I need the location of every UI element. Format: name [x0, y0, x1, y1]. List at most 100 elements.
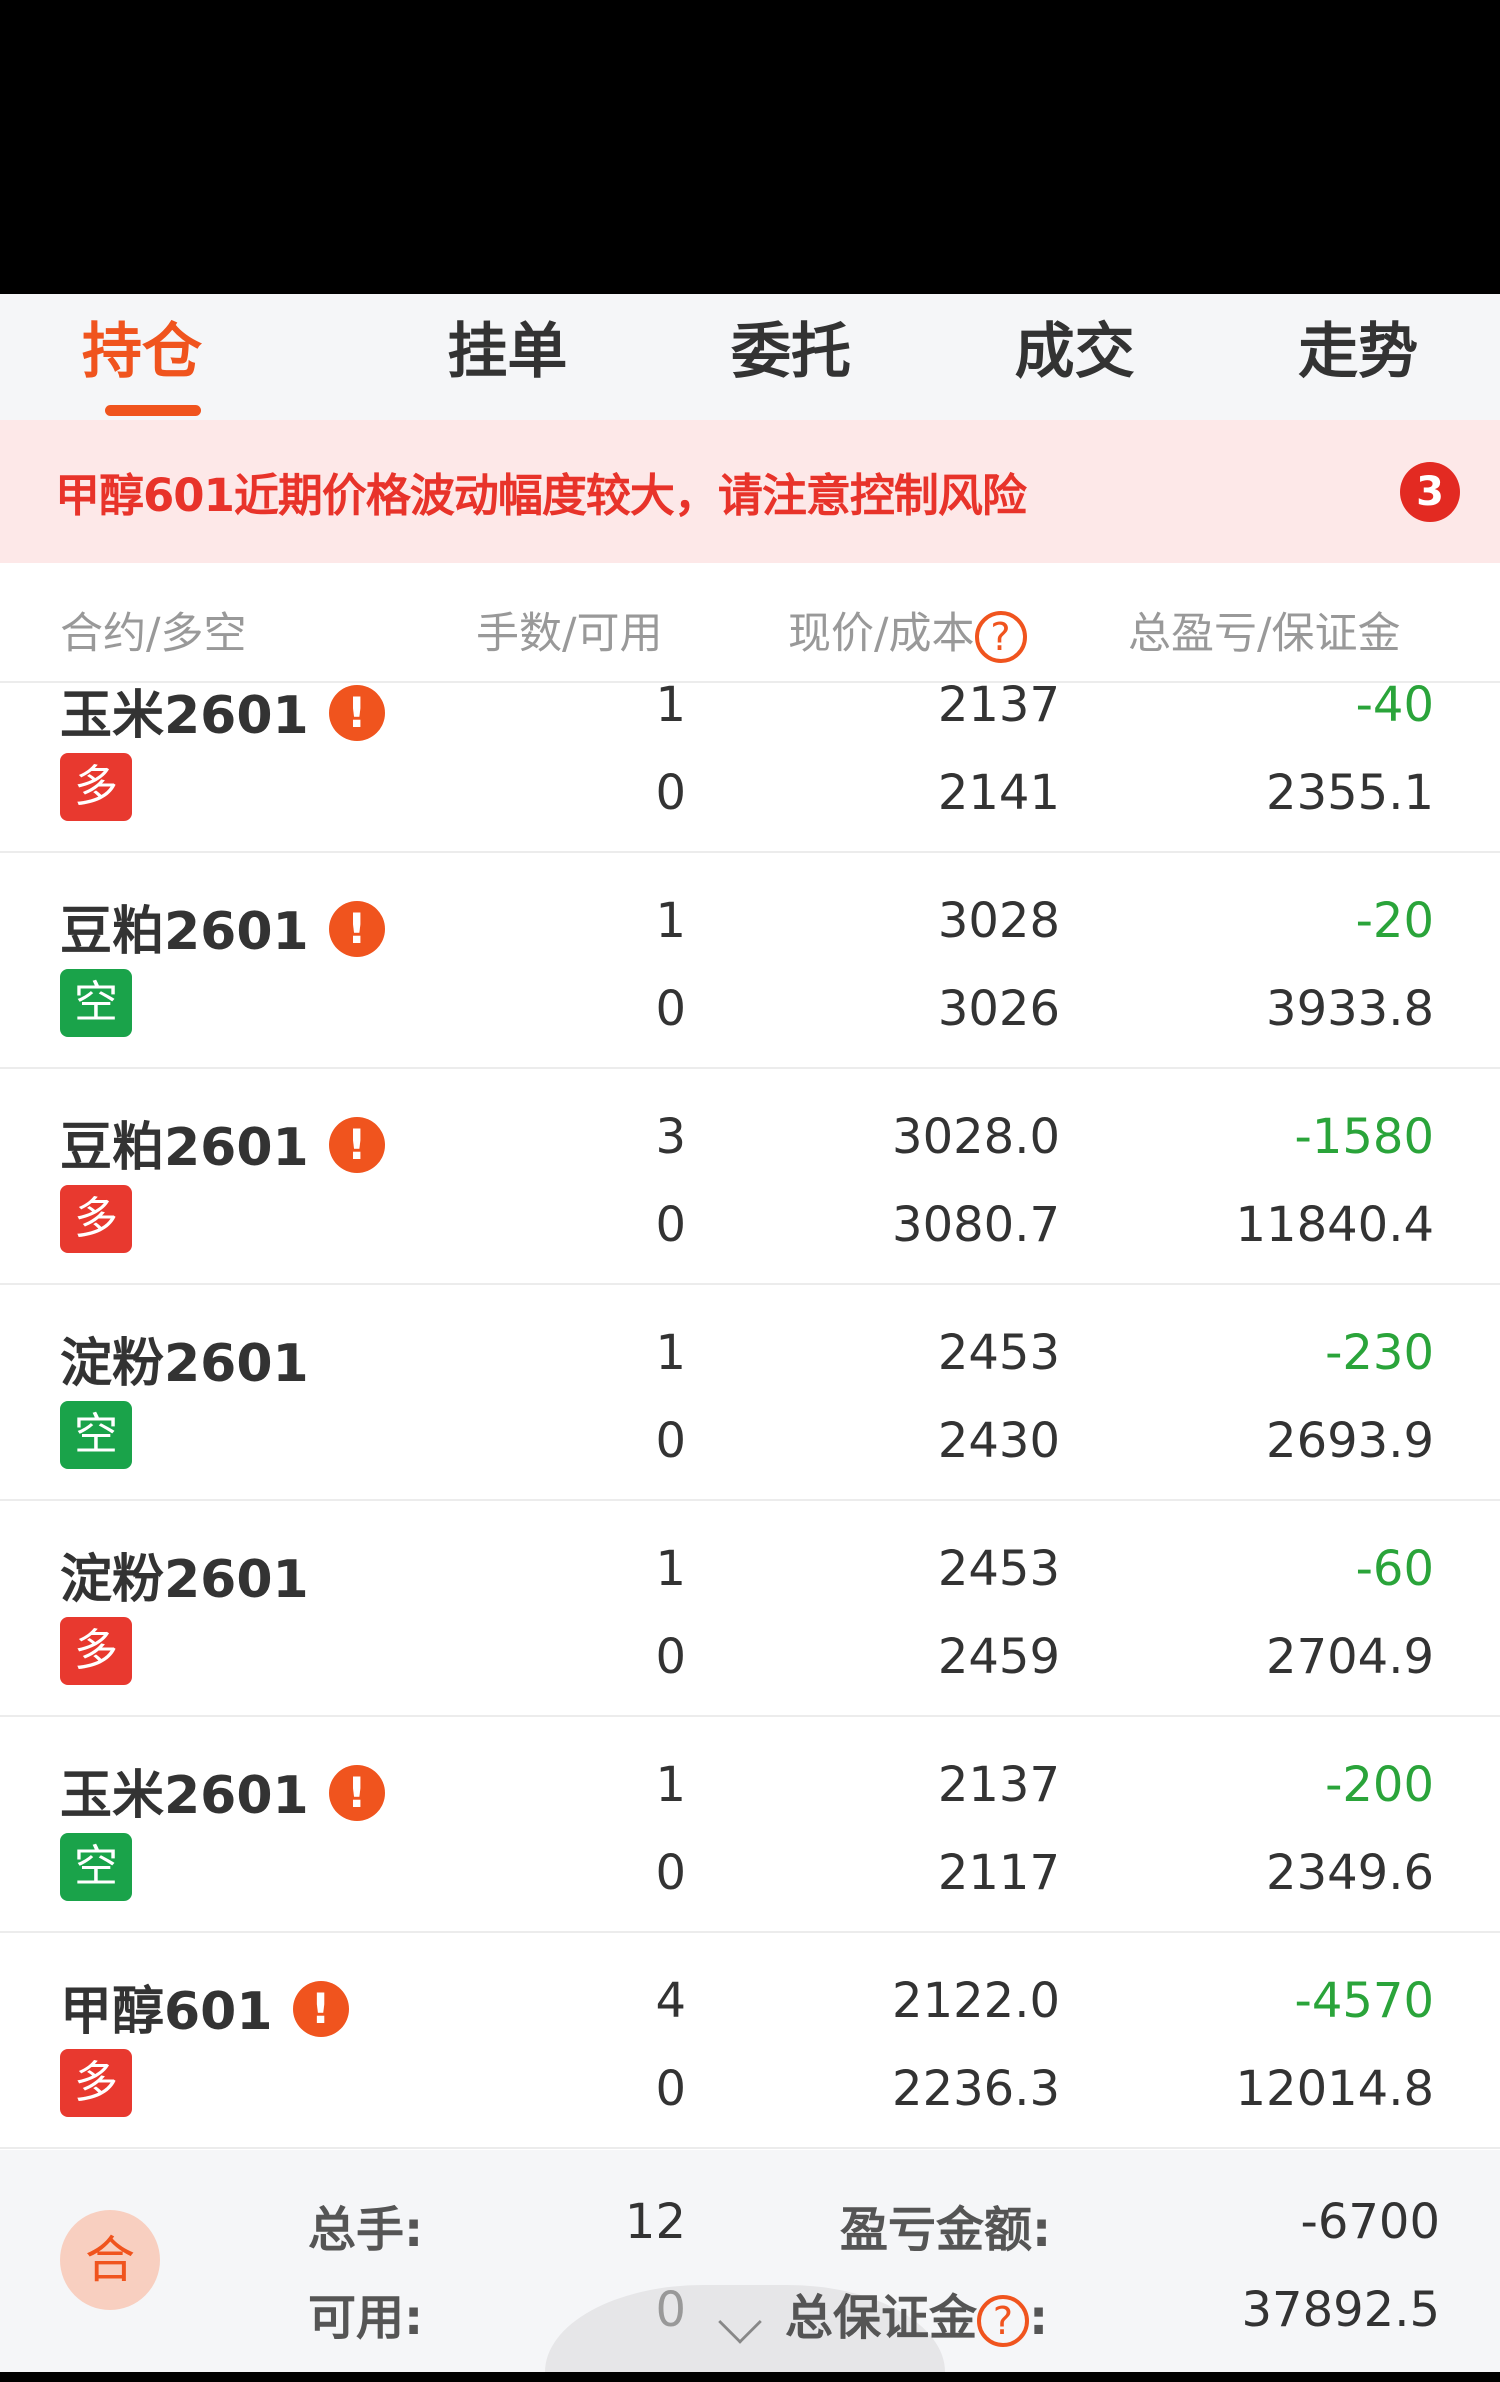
status-bar	[0, 0, 1500, 294]
direction-badge: 多	[60, 1617, 132, 1685]
available-lots: 0	[655, 1845, 686, 1901]
warning-icon[interactable]: !	[328, 685, 385, 741]
position-row[interactable]: 豆粕2601! 空 1 0 3028 3026 -20 3933.8	[0, 853, 1500, 1069]
pnl-label: 盈亏金额:	[840, 2202, 1052, 2258]
contract-name: 淀粉2601	[60, 1321, 309, 1396]
current-price: 2453	[937, 1541, 1060, 1597]
total-pnl: -60	[1355, 1541, 1434, 1597]
table-header: 合约/多空 手数/可用 现价/成本? 总盈亏/保证金	[0, 563, 1500, 683]
lots: 1	[655, 1325, 686, 1381]
tab-label: 成交	[1014, 317, 1135, 387]
contract-name: 甲醇601!	[60, 1969, 349, 2044]
position-row[interactable]: 玉米2601! 多 1 0 2137 2141 -40 2355.1	[0, 683, 1500, 853]
available-lots: 0	[655, 1197, 686, 1253]
help-icon[interactable]: ?	[974, 610, 1027, 663]
total-pnl: -40	[1355, 683, 1434, 733]
pnl-value: -6700	[1300, 2194, 1440, 2250]
tab-orders[interactable]: 委托	[649, 294, 933, 420]
position-row[interactable]: 淀粉2601 空 1 0 2453 2430 -230 2693.9	[0, 1285, 1500, 1501]
available-label: 可用:	[308, 2290, 424, 2346]
available-value: 0	[655, 2282, 686, 2338]
contract-name-text: 淀粉2601	[60, 1334, 309, 1394]
contract-name: 淀粉2601	[60, 1537, 309, 1612]
margin: 12014.8	[1235, 2061, 1435, 2117]
current-price: 2122.0	[892, 1973, 1060, 2029]
direction-badge: 空	[60, 1401, 132, 1469]
summary-badge: 合	[60, 2210, 160, 2310]
header-pnl: 总盈亏/保证金	[1128, 609, 1401, 659]
direction-badge: 多	[60, 2049, 132, 2117]
warning-count-badge: 3	[1400, 462, 1460, 522]
position-row[interactable]: 淀粉2601 多 1 0 2453 2459 -60 2704.9	[0, 1501, 1500, 1717]
total-pnl: -4570	[1294, 1973, 1434, 2029]
position-row[interactable]: 豆粕2601! 多 3 0 3028.0 3080.7 -1580 11840.…	[0, 1069, 1500, 1285]
warning-icon[interactable]: !	[328, 901, 385, 957]
tab-bar: 持仓 挂单 委托 成交 走势	[0, 294, 1500, 420]
margin: 3933.8	[1266, 981, 1434, 1037]
lots: 1	[655, 893, 686, 949]
direction-badge: 多	[60, 753, 132, 821]
current-price: 3028.0	[892, 1109, 1060, 1165]
contract-name: 豆粕2601!	[60, 1105, 385, 1180]
tab-pending-orders[interactable]: 挂单	[366, 294, 650, 420]
warning-icon[interactable]: !	[328, 1765, 385, 1821]
tab-label: 走势	[1298, 317, 1419, 387]
tab-label: 委托	[730, 317, 851, 387]
contract-name-text: 豆粕2601	[60, 1118, 309, 1178]
cost-price: 2141	[937, 765, 1060, 821]
margin-colon: :	[1029, 2290, 1049, 2346]
total-lots-label: 总手:	[308, 2202, 424, 2258]
lots: 1	[655, 683, 686, 733]
position-row[interactable]: 甲醇601! 多 4 0 2122.0 2236.3 -4570 12014.8	[0, 1933, 1500, 2149]
contract-name-text: 豆粕2601	[60, 902, 309, 962]
positions-list[interactable]: 玉米2601! 多 1 0 2137 2141 -40 2355.1 豆粕2601…	[0, 683, 1500, 2150]
warning-icon[interactable]: !	[292, 1981, 349, 2037]
available-lots: 0	[655, 1413, 686, 1469]
current-price: 2137	[937, 1757, 1060, 1813]
margin-label-text: 总保证金	[785, 2290, 978, 2346]
cost-price: 2430	[937, 1413, 1060, 1469]
lots: 1	[655, 1541, 686, 1597]
margin: 11840.4	[1235, 1197, 1435, 1253]
margin-label: 总保证金?:	[785, 2278, 1048, 2348]
cost-price: 2236.3	[892, 2061, 1060, 2117]
lots: 3	[655, 1109, 686, 1165]
total-lots-value: 12	[624, 2194, 686, 2250]
cost-price: 3026	[937, 981, 1060, 1037]
header-lots: 手数/可用	[476, 609, 663, 659]
direction-badge: 空	[60, 969, 132, 1037]
header-price: 现价/成本?	[788, 599, 1027, 663]
tab-trend[interactable]: 走势	[1216, 294, 1500, 420]
tab-trades[interactable]: 成交	[933, 294, 1217, 420]
direction-badge: 空	[60, 1833, 132, 1901]
tab-label: 挂单	[447, 317, 568, 387]
current-price: 2137	[937, 683, 1060, 733]
contract-name-text: 甲醇601	[60, 1982, 273, 2042]
tab-positions[interactable]: 持仓	[0, 294, 366, 420]
available-lots: 0	[655, 765, 686, 821]
warning-icon[interactable]: !	[328, 1117, 385, 1173]
total-pnl: -230	[1325, 1325, 1434, 1381]
margin: 2349.6	[1266, 1845, 1434, 1901]
lots: 1	[655, 1757, 686, 1813]
current-price: 2453	[937, 1325, 1060, 1381]
help-icon[interactable]: ?	[977, 2295, 1030, 2347]
contract-name: 玉米2601!	[60, 683, 385, 748]
margin: 2355.1	[1266, 765, 1434, 821]
lots: 4	[655, 1973, 686, 2029]
home-indicator-bar	[0, 2372, 1500, 2382]
direction-badge: 多	[60, 1185, 132, 1253]
cost-price: 3080.7	[892, 1197, 1060, 1253]
contract-name-text: 淀粉2601	[60, 1550, 309, 1610]
active-tab-indicator	[105, 405, 201, 416]
available-lots: 0	[655, 981, 686, 1037]
margin-value: 37892.5	[1241, 2282, 1441, 2338]
position-row[interactable]: 玉米2601! 空 1 0 2137 2117 -200 2349.6	[0, 1717, 1500, 1933]
warning-text: 甲醇601近期价格波动幅度较大，请注意控制风险	[55, 469, 1027, 522]
contract-name-text: 玉米2601	[60, 1766, 309, 1826]
risk-warning-banner[interactable]: 甲醇601近期价格波动幅度较大，请注意控制风险 3	[0, 420, 1500, 563]
contract-name: 玉米2601!	[60, 1753, 385, 1828]
margin: 2704.9	[1266, 1629, 1434, 1685]
summary-footer: 合 总手: 12 可用: 0 盈亏金额: -6700 总保证金?: 37892.…	[0, 2150, 1500, 2372]
total-pnl: -200	[1325, 1757, 1434, 1813]
